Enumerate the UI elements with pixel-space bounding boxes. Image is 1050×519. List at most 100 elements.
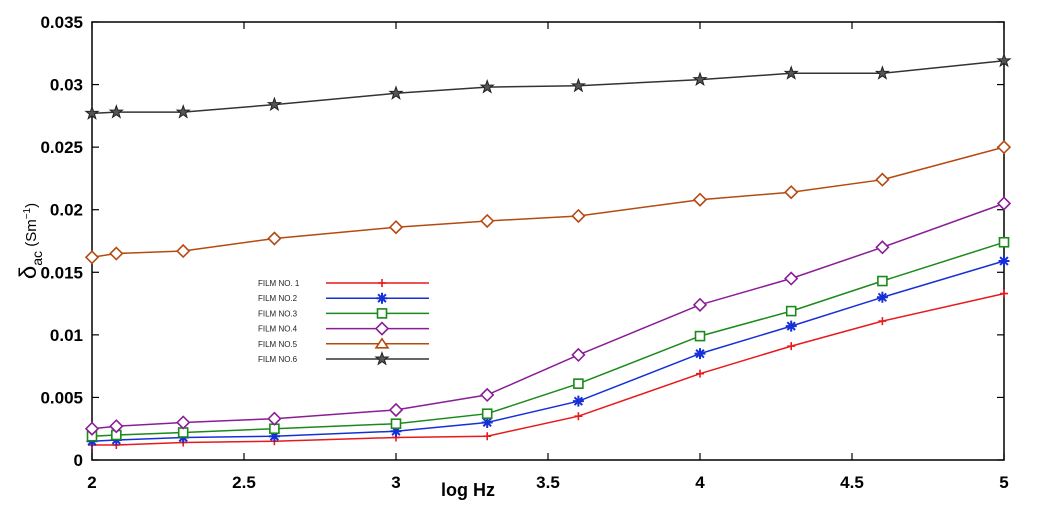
series-line	[91, 146, 1005, 259]
data-point	[692, 71, 708, 87]
data-point	[998, 255, 1010, 267]
legend-marker	[378, 279, 386, 287]
data-point	[84, 105, 100, 120]
data-point	[390, 425, 402, 437]
data-point	[787, 342, 796, 351]
data-point	[176, 243, 191, 259]
data-point	[267, 231, 282, 246]
data-point	[108, 104, 124, 119]
data-point	[176, 415, 191, 430]
data-point	[84, 421, 100, 436]
legend-marker	[374, 350, 390, 366]
data-point	[875, 172, 890, 187]
data-point	[875, 240, 890, 255]
data-point	[573, 378, 584, 389]
data-point	[480, 387, 495, 403]
data-point	[572, 395, 584, 407]
data-point	[784, 271, 799, 286]
data-point	[481, 408, 493, 419]
y-tick-label: 0.025	[40, 138, 83, 157]
legend-label: FILM NO.3	[258, 309, 298, 318]
data-point	[785, 320, 797, 332]
legend-label: FILM NO.2	[258, 294, 298, 303]
data-point	[109, 246, 124, 261]
data-point	[878, 317, 887, 326]
y-tick-label: 0	[74, 451, 83, 470]
data-point	[268, 430, 280, 442]
data-point	[480, 213, 495, 229]
data-point	[109, 419, 124, 434]
legend-label: FILM NO.4	[258, 325, 298, 334]
data-point	[694, 330, 706, 342]
data-point	[785, 305, 797, 317]
y-axis-unit-close: )	[23, 203, 40, 208]
y-axis-unit-sup: −1	[22, 207, 33, 219]
y-tick-label: 0.035	[40, 13, 83, 32]
series-1	[88, 289, 1008, 449]
x-tick-label: 4.5	[840, 473, 864, 492]
legend-label: FILM NO. 1	[258, 279, 300, 288]
y-tick-label: 0.02	[50, 201, 83, 220]
legend-label: FILM NO.6	[258, 355, 298, 364]
data-point	[877, 275, 888, 287]
data-point	[998, 236, 1010, 248]
x-tick-label: 2.5	[232, 473, 256, 492]
data-point	[388, 85, 404, 100]
y-tick-label: 0.015	[40, 263, 83, 282]
data-point	[175, 104, 191, 119]
data-point	[266, 96, 283, 112]
legend-marker	[376, 292, 388, 304]
data-point	[784, 185, 799, 200]
x-tick-label: 3.5	[536, 473, 560, 492]
y-axis-symbol: δ	[15, 266, 42, 279]
data-point	[481, 416, 493, 428]
x-tick-label: 4	[695, 473, 705, 492]
y-axis: 0 0.005 0.01 0.015 0.02 0.025 0.03 0.035	[40, 13, 1004, 470]
series-line	[91, 241, 1005, 437]
data-point	[570, 77, 587, 93]
y-tick-label: 0.03	[50, 76, 83, 95]
y-tick-label: 0.005	[40, 388, 83, 407]
data-point	[388, 220, 404, 235]
series-3	[86, 236, 1010, 442]
data-point	[390, 418, 402, 430]
data-point	[571, 208, 586, 224]
legend-marker	[374, 321, 390, 336]
data-point	[1000, 289, 1008, 298]
y-axis-unit-open: (Sm	[23, 219, 40, 251]
y-axis-subscript: ac	[29, 251, 45, 266]
y-tick-label: 0.01	[50, 326, 83, 345]
series-5	[84, 140, 1012, 265]
series-line	[91, 202, 1005, 430]
legend-marker	[374, 337, 390, 349]
data-point	[692, 192, 708, 207]
data-point	[996, 196, 1012, 211]
data-point	[388, 402, 404, 418]
x-tick-label: 3	[391, 473, 400, 492]
series-4	[84, 196, 1012, 436]
data-point	[694, 348, 706, 360]
data-point	[696, 369, 704, 378]
data-point	[483, 432, 492, 441]
series-line	[91, 60, 1005, 115]
data-point	[783, 65, 799, 80]
data-point	[84, 250, 100, 265]
series-line	[91, 260, 1005, 442]
x-tick-label: 2	[87, 473, 96, 492]
data-point	[996, 140, 1012, 155]
data-point	[479, 79, 495, 94]
series-layer	[84, 52, 1012, 449]
series-line	[92, 292, 1005, 446]
legend-marker	[376, 308, 388, 319]
data-point	[267, 411, 282, 426]
data-point	[574, 412, 583, 421]
x-tick-label: 5	[999, 473, 1008, 492]
y-axis-title: δac (Sm−1)	[15, 203, 45, 279]
legend: FILM NO. 1 FILM NO.2 FILM NO.3 FILM NO.4 FIL…	[258, 279, 429, 366]
data-point	[876, 291, 888, 303]
series-6	[84, 52, 1012, 120]
data-point	[874, 65, 891, 80]
x-axis-title: log Hz	[441, 480, 495, 500]
legend-label: FILM NO.5	[258, 340, 298, 349]
